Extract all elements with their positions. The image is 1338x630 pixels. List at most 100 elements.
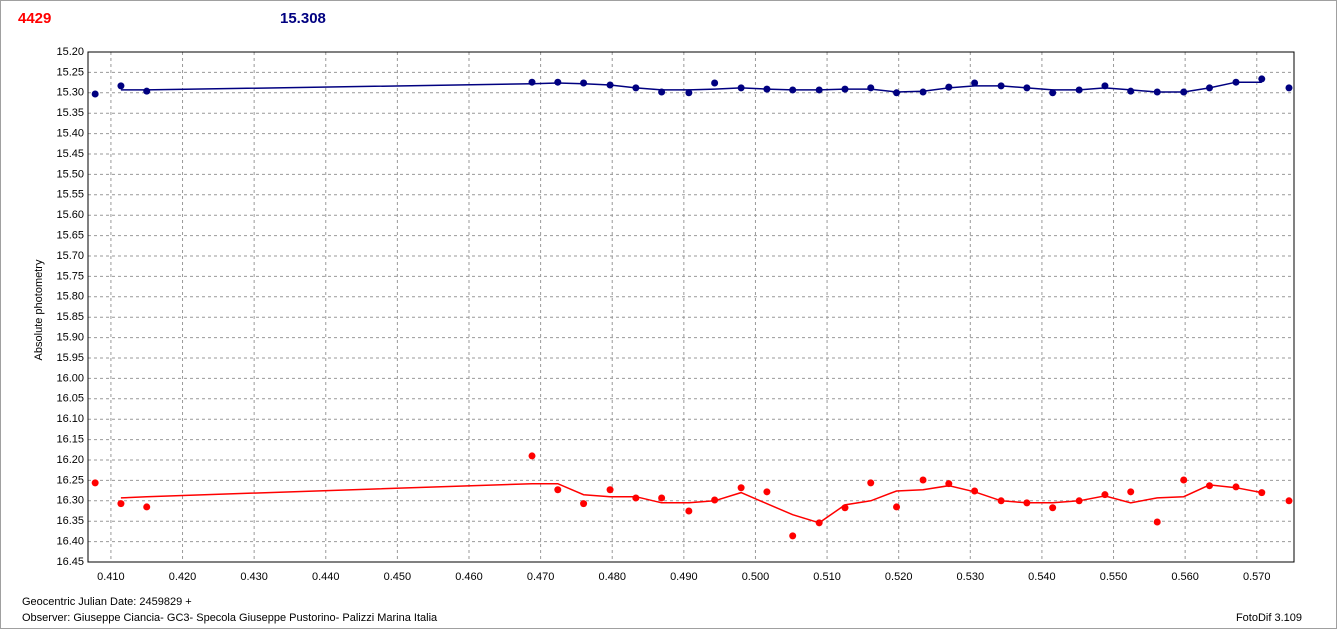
data-point	[143, 503, 151, 511]
data-point	[580, 500, 588, 508]
x-tick-label: 0.500	[742, 571, 770, 583]
data-point	[1258, 489, 1266, 497]
data-point	[919, 476, 927, 484]
data-point	[1153, 88, 1161, 96]
x-tick-label: 0.440	[312, 571, 340, 583]
data-point	[867, 84, 875, 92]
y-tick-label: 16.25	[56, 474, 84, 486]
y-tick-label: 15.85	[56, 311, 84, 323]
x-tick-label: 0.490	[670, 571, 698, 583]
data-point	[632, 84, 640, 92]
y-tick-label: 16.30	[56, 495, 84, 507]
data-point	[737, 84, 745, 92]
data-point	[632, 494, 640, 502]
data-point	[841, 504, 849, 512]
data-point	[143, 87, 151, 95]
data-point	[528, 78, 536, 86]
data-point	[1023, 84, 1031, 92]
x-tick-label: 0.420	[169, 571, 197, 583]
data-point	[1075, 497, 1083, 505]
x-tick-label: 0.450	[384, 571, 412, 583]
data-point	[117, 82, 125, 90]
y-tick-label: 15.50	[56, 168, 84, 180]
y-tick-label: 15.75	[56, 270, 84, 282]
data-point	[606, 81, 614, 89]
data-point	[789, 532, 797, 540]
y-tick-label: 16.15	[56, 434, 84, 446]
data-point	[997, 497, 1005, 505]
y-tick-label: 16.05	[56, 393, 84, 405]
x-tick-label: 0.570	[1243, 571, 1271, 583]
data-point	[1180, 88, 1188, 96]
data-point	[763, 488, 771, 496]
data-point	[1205, 482, 1213, 490]
data-point	[554, 486, 562, 494]
data-point	[841, 85, 849, 93]
y-tick-label: 15.65	[56, 230, 84, 242]
data-point	[893, 503, 901, 511]
data-point	[528, 452, 536, 460]
trend-line	[120, 482, 1262, 524]
y-tick-label: 15.25	[56, 66, 84, 78]
x-tick-label: 0.540	[1028, 571, 1056, 583]
data-point	[945, 480, 953, 488]
plot-frame	[87, 51, 1295, 563]
x-axis-label: Geocentric Julian Date: 2459829 +	[22, 596, 192, 608]
data-point	[1049, 89, 1057, 97]
data-point	[893, 89, 901, 97]
data-point	[685, 89, 693, 97]
y-tick-label: 15.80	[56, 291, 84, 303]
y-tick-label: 16.00	[56, 372, 84, 384]
data-point	[737, 484, 745, 492]
data-point	[1049, 504, 1057, 512]
data-point	[997, 82, 1005, 90]
data-point	[1205, 84, 1213, 92]
y-tick-label: 16.20	[56, 454, 84, 466]
data-point	[1285, 84, 1293, 92]
x-tick-label: 0.480	[598, 571, 626, 583]
x-tick-label: 0.510	[813, 571, 841, 583]
data-point	[1075, 86, 1083, 94]
data-point	[971, 79, 979, 87]
x-tick-label: 0.530	[957, 571, 985, 583]
data-point	[711, 79, 719, 87]
data-point	[815, 519, 823, 527]
data-point	[1258, 75, 1266, 83]
data-point	[971, 487, 979, 495]
y-tick-label: 15.70	[56, 250, 84, 262]
data-point	[763, 85, 771, 93]
x-tick-label: 0.470	[527, 571, 555, 583]
x-tick-label: 0.550	[1100, 571, 1128, 583]
y-tick-label: 15.45	[56, 148, 84, 160]
y-tick-label: 15.30	[56, 87, 84, 99]
data-point	[1285, 497, 1293, 505]
data-point	[606, 486, 614, 494]
observer: Observer: Giuseppe Ciancia- GC3- Specola…	[22, 612, 438, 624]
data-point	[1127, 488, 1135, 496]
y-tick-label: 16.40	[56, 536, 84, 548]
data-point	[815, 86, 823, 94]
software: FotoDif 3.109	[1236, 612, 1302, 624]
data-point	[117, 500, 125, 508]
data-point	[658, 494, 666, 502]
x-tick-label: 0.460	[455, 571, 483, 583]
data-point	[685, 507, 693, 515]
data-point	[789, 86, 797, 94]
data-point	[554, 78, 562, 86]
data-point	[867, 479, 875, 487]
data-point	[1232, 78, 1240, 86]
y-tick-label: 15.90	[56, 332, 84, 344]
y-tick-label: 15.95	[56, 352, 84, 364]
data-point	[91, 479, 99, 487]
x-tick-label: 0.430	[240, 571, 268, 583]
data-point	[580, 79, 588, 87]
y-tick-label: 16.45	[56, 556, 84, 568]
y-tick-label: 15.40	[56, 128, 84, 140]
x-tick-label: 0.560	[1171, 571, 1199, 583]
chart-subtitle: 15.308	[280, 10, 326, 27]
data-point	[945, 83, 953, 91]
y-tick-label: 16.10	[56, 413, 84, 425]
y-axis-label: Absolute photometry	[33, 259, 45, 360]
